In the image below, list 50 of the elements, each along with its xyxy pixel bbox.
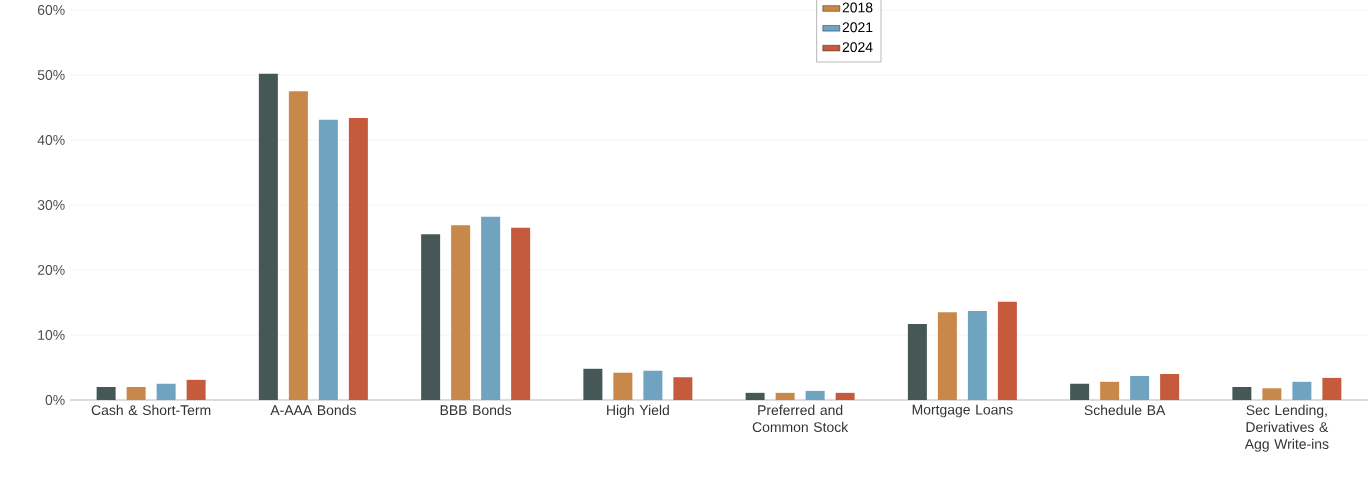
bar [745, 392, 765, 400]
bar [156, 383, 176, 400]
bar [421, 234, 441, 400]
x-tick-label: Preferred and Common Stock [752, 404, 849, 433]
bar [997, 301, 1017, 400]
bar [907, 323, 927, 400]
bar [451, 225, 471, 400]
x-tick-label: BBB Bonds [440, 404, 512, 416]
bar [583, 368, 603, 400]
bar [258, 73, 278, 400]
bar [96, 387, 116, 400]
bar [126, 387, 146, 400]
bar [673, 377, 693, 400]
y-tick-label: 10% [38, 330, 65, 340]
bar [348, 117, 368, 400]
legend-label: 2018 [842, 2, 873, 13]
bar [1322, 377, 1342, 400]
bar [288, 91, 308, 400]
bar [835, 392, 855, 400]
bar [643, 370, 663, 400]
bar [1100, 381, 1120, 400]
y-tick-label: 30% [37, 200, 65, 210]
x-tick-label: High Yield [607, 404, 669, 418]
bar [805, 390, 825, 400]
bar [1130, 375, 1150, 400]
bar [775, 392, 795, 400]
bar [937, 312, 957, 400]
y-tick-label: 20% [37, 265, 65, 275]
bar [481, 216, 501, 400]
bar [511, 227, 531, 400]
x-tick-label: Mortgage Loans [912, 404, 1013, 418]
bar [1292, 381, 1312, 400]
bar [318, 119, 338, 400]
x-tick-label: Sec Lending, Derivatives & Agg Write-ins [1244, 404, 1329, 452]
x-tick-label: A-AAA Bonds [270, 404, 356, 416]
bar [967, 310, 987, 400]
y-tick-label: 40% [37, 135, 65, 145]
x-tick-label: Schedule BA [1084, 404, 1166, 416]
bar [613, 372, 633, 400]
bar [1160, 374, 1180, 400]
y-tick-label: 60% [37, 5, 65, 15]
y-tick-label: 50% [37, 70, 65, 80]
legend-label: 2024 [842, 42, 873, 53]
bar [1070, 383, 1090, 400]
bar [1232, 387, 1252, 400]
x-tick-label: Cash & Short-Term [91, 404, 211, 416]
legend-label: 2021 [842, 22, 873, 33]
bar [1262, 388, 1282, 400]
y-tick-label: 0% [45, 395, 65, 405]
bar [186, 379, 206, 400]
